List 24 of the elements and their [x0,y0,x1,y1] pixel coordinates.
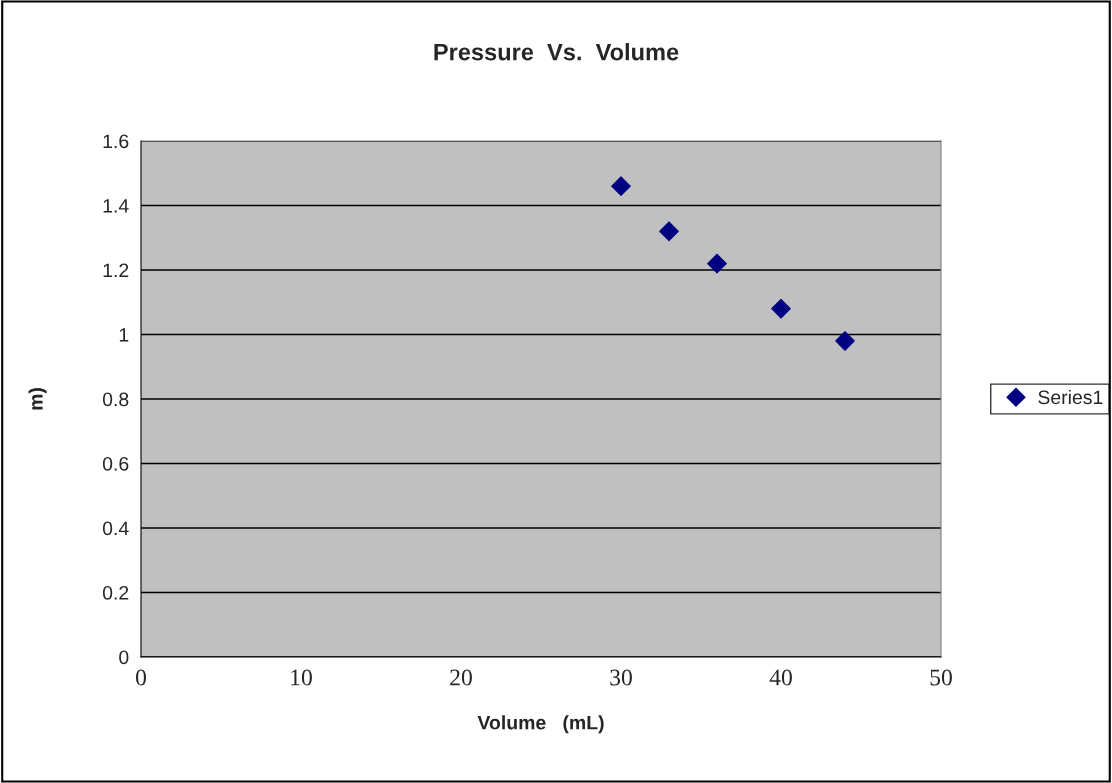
y-axis-title: m) [28,388,47,410]
x-axis-title: Volume (mL) [477,715,604,734]
x-tick-label: 30 [610,669,632,686]
x-tick-label: 20 [450,669,472,686]
point [771,298,791,319]
x-tick-label: 50 [930,669,952,686]
y-tick-label: 0.8 [102,392,129,407]
y-tick-label: 1.6 [103,134,129,149]
y-tick-label: 0 [119,650,129,665]
point [707,253,727,274]
y-tick-label: 0.6 [102,456,129,471]
legend-label: Series1 [1038,389,1103,405]
y-tick-label: 1.2 [103,263,129,278]
x-tick-label: 40 [769,669,792,686]
y-tick-label: 0.2 [102,585,129,600]
point [611,176,631,196]
point [659,221,679,242]
chart-title: Pressure Vs. Volume [434,43,679,61]
y-tick-label: 1.4 [103,199,129,213]
y-tick-label: 1 [119,328,129,342]
point [835,331,855,351]
x-tick-label: 10 [291,669,312,686]
x-tick-label: 0 [136,669,146,686]
y-tick-label: 0.4 [102,521,129,536]
